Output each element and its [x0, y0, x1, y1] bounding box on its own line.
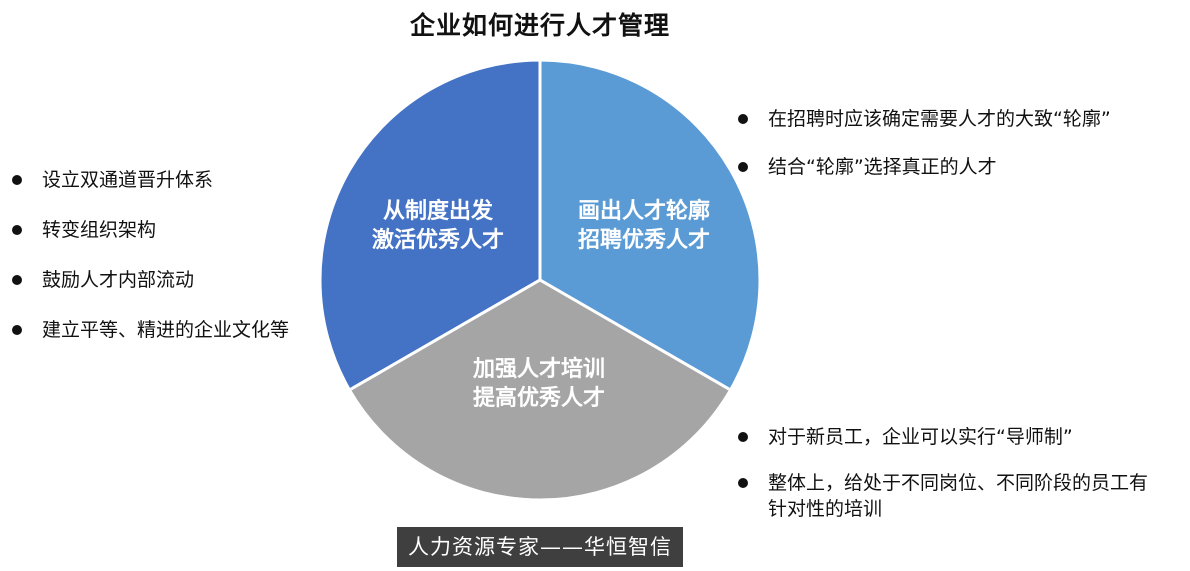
footer-watermark: 人力资源专家——华恒智信 [397, 527, 683, 567]
segment-right [538, 58, 762, 393]
list-item: 鼓励人才内部流动 [12, 267, 289, 293]
segment-right-line1: 画出人才轮廓 [578, 198, 710, 224]
bullet-text: 建立平等、精进的企业文化等 [42, 319, 290, 341]
bullet-text: 结合“轮廓”选择真正的人才 [768, 156, 997, 178]
right-bottom-bullet-list: 对于新员工，企业可以实行“导师制” 整体上，给处于不同岗位、不同阶段的员工有针对… [738, 424, 1158, 542]
bullet-dot-icon [738, 162, 748, 172]
bullet-dot-icon [12, 275, 22, 285]
segment-bottom [347, 278, 733, 502]
right-top-bullet-list: 在招聘时应该确定需要人才的大致“轮廓” 结合“轮廓”选择真正的人才 [738, 106, 1111, 202]
bullet-dot-icon [738, 478, 748, 488]
bullet-text: 设立双通道晋升体系 [42, 169, 214, 191]
diagram-title: 企业如何进行人才管理 [409, 11, 670, 40]
segment-left-line2: 激活优秀人才 [372, 227, 504, 253]
list-item: 建立平等、精进的企业文化等 [12, 317, 289, 343]
list-item: 对于新员工，企业可以实行“导师制” [738, 424, 1158, 450]
bullet-dot-icon [738, 114, 748, 124]
bullet-dot-icon [738, 432, 748, 442]
segment-bottom-line1: 加强人才培训 [472, 356, 605, 382]
segment-left-line1: 从制度出发 [383, 198, 494, 224]
list-item: 整体上，给处于不同岗位、不同阶段的员工有针对性的培训 [738, 470, 1158, 522]
bullet-text: 整体上，给处于不同岗位、不同阶段的员工有针对性的培训 [768, 472, 1149, 520]
bullet-dot-icon [12, 225, 22, 235]
bullet-text: 转变组织架构 [42, 219, 157, 241]
segment-left [318, 58, 542, 393]
bullet-text: 在招聘时应该确定需要人才的大致“轮廓” [768, 108, 1111, 130]
bullet-dot-icon [12, 175, 22, 185]
bullet-text: 对于新员工，企业可以实行“导师制” [768, 426, 1073, 448]
left-bullet-list: 设立双通道晋升体系 转变组织架构 鼓励人才内部流动 建立平等、精进的企业文化等 [12, 167, 289, 367]
list-item: 转变组织架构 [12, 217, 289, 243]
bullet-text: 鼓励人才内部流动 [42, 269, 195, 291]
segment-right-line2: 招聘优秀人才 [578, 227, 710, 253]
list-item: 结合“轮廓”选择真正的人才 [738, 154, 1111, 180]
list-item: 设立双通道晋升体系 [12, 167, 289, 193]
list-item: 在招聘时应该确定需要人才的大致“轮廓” [738, 106, 1111, 132]
segment-bottom-line2: 提高优秀人才 [473, 385, 605, 411]
bullet-dot-icon [12, 325, 22, 335]
